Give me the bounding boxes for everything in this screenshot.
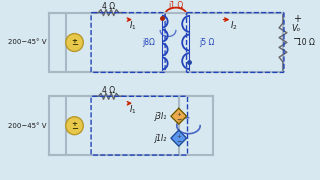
Circle shape xyxy=(66,117,83,135)
Text: $I_1$: $I_1$ xyxy=(129,103,137,116)
Text: j1I₂: j1I₂ xyxy=(155,134,167,143)
Text: +: + xyxy=(176,112,181,117)
Text: −: − xyxy=(293,33,301,44)
Text: $I_2$: $I_2$ xyxy=(230,19,238,32)
Polygon shape xyxy=(171,108,187,124)
Text: j5 Ω: j5 Ω xyxy=(199,38,215,47)
Text: 10 Ω: 10 Ω xyxy=(297,38,315,47)
Text: $I_1$: $I_1$ xyxy=(129,19,137,32)
Text: −: − xyxy=(176,116,181,121)
Text: 4 Ω: 4 Ω xyxy=(102,86,115,95)
Text: Vₒ: Vₒ xyxy=(292,24,301,33)
Text: 4 Ω: 4 Ω xyxy=(102,2,115,11)
Text: 200−45° V: 200−45° V xyxy=(8,39,46,46)
Text: j8Ω: j8Ω xyxy=(142,38,155,47)
Text: +: + xyxy=(72,37,77,44)
Polygon shape xyxy=(171,130,187,146)
Text: +: + xyxy=(176,134,181,139)
Text: −: − xyxy=(71,40,78,50)
Text: +: + xyxy=(72,121,77,127)
Text: −: − xyxy=(176,138,181,143)
Text: j1 Ω: j1 Ω xyxy=(168,1,183,10)
Text: 200−45° V: 200−45° V xyxy=(8,123,46,129)
Text: −: − xyxy=(71,124,78,133)
Text: +: + xyxy=(293,14,301,24)
Text: j3I₁: j3I₁ xyxy=(155,112,167,121)
Circle shape xyxy=(66,33,83,51)
